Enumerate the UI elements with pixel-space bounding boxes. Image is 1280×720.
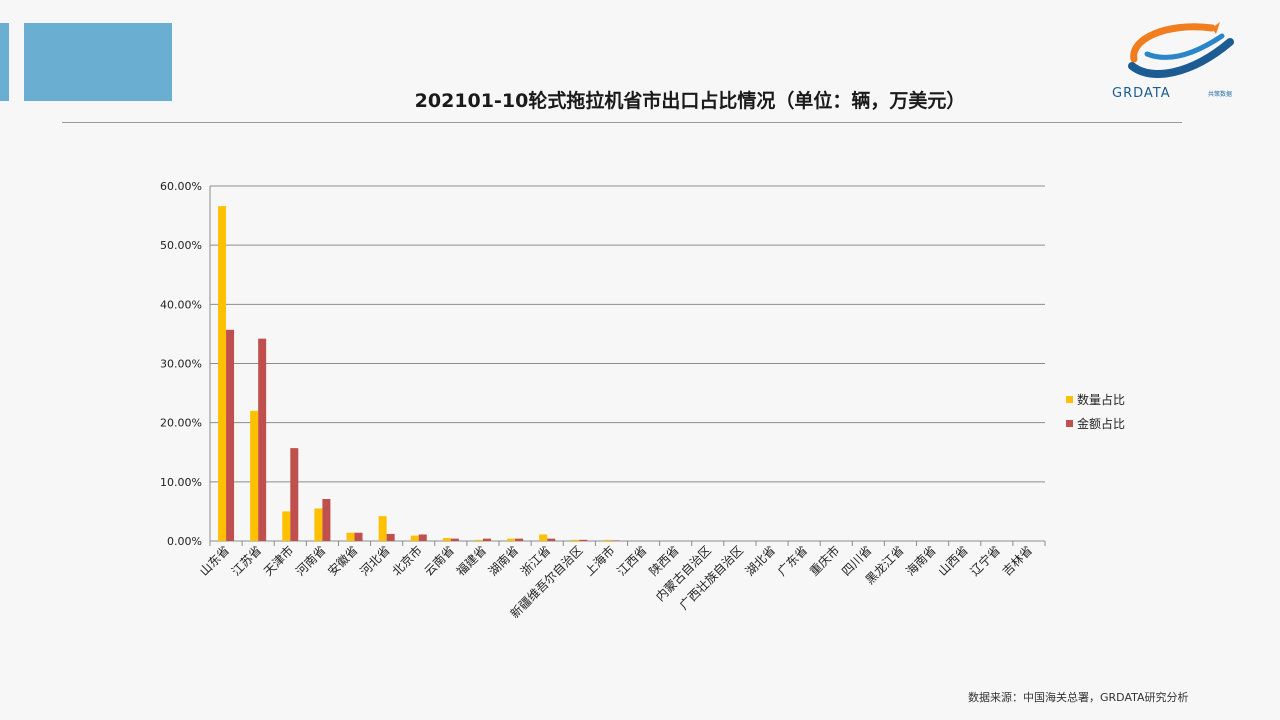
bar-amount-share (290, 448, 299, 541)
y-tick-label: 40.00% (160, 298, 202, 311)
bar-amount-share (482, 538, 491, 541)
logo-subtext: 共策数据 (1208, 91, 1233, 98)
x-category-label: 湖北省 (742, 543, 778, 579)
bar-quantity-share (474, 539, 483, 541)
x-category-label: 云南省 (421, 543, 457, 579)
legend-item-quantity: 数量占比 (1066, 387, 1125, 411)
x-category-label: 江西省 (614, 543, 649, 578)
title-divider (62, 122, 1182, 123)
x-category-label: 江苏省 (229, 543, 264, 578)
bar-amount-share (611, 540, 620, 541)
legend-label-quantity: 数量占比 (1077, 392, 1126, 407)
bar-quantity-share (346, 532, 355, 541)
bar-quantity-share (442, 538, 451, 541)
bar-quantity-share (571, 539, 580, 541)
x-category-label: 安徽省 (325, 543, 361, 579)
x-category-label: 山东省 (197, 543, 232, 578)
x-category-label: 吉林省 (1000, 543, 1035, 578)
bar-amount-share (450, 538, 459, 541)
bar-quantity-share (378, 516, 387, 541)
y-tick-label: 60.00% (160, 180, 202, 193)
bar-amount-share (386, 533, 395, 541)
x-category-label: 上海市 (581, 543, 617, 579)
bar-amount-share (515, 538, 524, 541)
bar-amount-share (322, 498, 331, 541)
bar-quantity-share (314, 508, 323, 541)
grdata-logo: GRDATA 共策数据 (1112, 14, 1242, 104)
bar-quantity-share (250, 410, 259, 541)
y-tick-label: 50.00% (160, 239, 202, 252)
bar-amount-share (226, 329, 235, 541)
slide-title: 202101-10轮式拖拉机省市出口占比情况（单位：辆，万美元） (414, 90, 966, 112)
y-tick-label: 20.00% (160, 417, 202, 430)
bar-amount-share (418, 534, 427, 541)
bar-quantity-share (539, 534, 548, 541)
x-category-label: 海南省 (903, 543, 939, 579)
legend-label-amount: 金额占比 (1077, 416, 1126, 431)
x-category-label: 广东省 (775, 543, 810, 578)
legend-swatch-quantity (1066, 395, 1073, 403)
y-tick-label: 10.00% (160, 476, 202, 489)
bar-amount-share (354, 532, 363, 541)
x-category-label: 河北省 (357, 543, 392, 578)
x-category-label: 山西省 (935, 543, 970, 578)
bar-quantity-share (507, 538, 516, 541)
bar-quantity-share (410, 535, 419, 541)
legend-item-amount: 金额占比 (1066, 411, 1125, 435)
logo-swoosh-icon (1128, 22, 1234, 78)
accent-strip (0, 23, 9, 101)
data-source-note: 数据来源：中国海关总署，GRDATA研究分析 (968, 691, 1189, 704)
y-tick-label: 30.00% (160, 358, 202, 371)
bar-amount-share (547, 538, 556, 541)
x-category-label: 河南省 (292, 543, 328, 579)
bar-quantity-share (603, 539, 612, 541)
bar-amount-share (258, 338, 267, 541)
x-category-label: 北京市 (389, 543, 425, 579)
x-category-label: 福建省 (453, 543, 489, 579)
chart-legend: 数量占比 金额占比 (1066, 387, 1125, 435)
bar-quantity-share (282, 511, 291, 541)
accent-block (24, 23, 172, 101)
bar-quantity-share (218, 206, 227, 541)
x-category-label: 湖南省 (485, 543, 521, 579)
x-category-label: 重庆市 (806, 543, 842, 579)
x-category-label: 天津市 (260, 543, 296, 579)
y-tick-label: 0.00% (167, 535, 202, 548)
legend-swatch-amount (1066, 419, 1073, 427)
x-category-label: 辽宁省 (967, 543, 1003, 579)
bar-amount-share (579, 539, 588, 541)
logo-text: GRDATA (1112, 86, 1171, 101)
